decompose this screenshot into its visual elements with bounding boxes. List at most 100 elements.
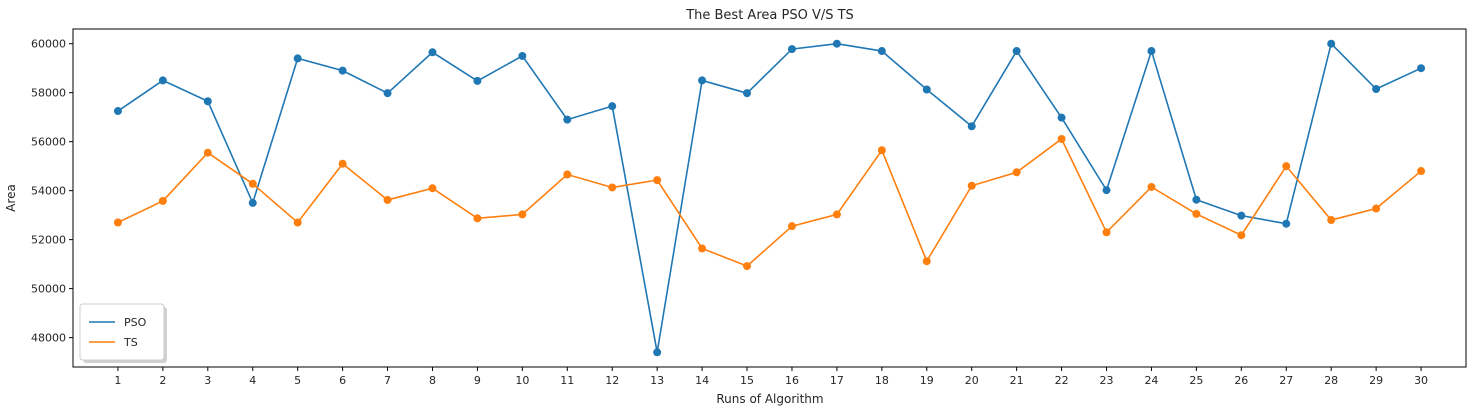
x-tick-label: 17 [830, 374, 844, 387]
data-point-pso [1417, 64, 1426, 73]
data-point-pso [922, 85, 931, 94]
x-tick-label: 21 [1010, 374, 1024, 387]
data-point-pso [967, 122, 976, 131]
x-tick-label: 25 [1189, 374, 1203, 387]
x-tick-label: 19 [920, 374, 934, 387]
legend-box [79, 303, 165, 361]
data-point-pso [383, 89, 392, 98]
data-point-pso [1192, 195, 1201, 204]
x-tick-label: 8 [429, 374, 436, 387]
y-axis: 48000 50000 52000 54000 56000 58000 60000 [31, 38, 73, 345]
data-point-pso [1057, 113, 1066, 122]
data-point-pso [787, 45, 796, 54]
x-tick-label: 15 [740, 374, 754, 387]
data-point-ts [383, 195, 392, 204]
x-tick-label: 1 [114, 374, 121, 387]
x-axis: 1 2 3 4 5 6 7 8 9 10 11 12 13 14 15 16 17 18 19 20 21 22 23 24 2… [114, 367, 1428, 387]
x-tick-label: 16 [785, 374, 799, 387]
legend-label-ts: TS [123, 336, 138, 349]
x-tick-label: 29 [1369, 374, 1383, 387]
data-point-pso [1147, 47, 1156, 56]
data-point-ts [113, 218, 122, 227]
data-point-pso [1012, 47, 1021, 56]
data-point-pso [1102, 186, 1111, 195]
y-tick-label: 50000 [31, 283, 66, 296]
legend: PSO TS [79, 303, 167, 363]
x-tick-label: 7 [384, 374, 391, 387]
data-point-pso [653, 348, 662, 357]
x-tick-label: 12 [605, 374, 619, 387]
data-point-ts [922, 257, 931, 266]
data-point-ts [877, 146, 886, 155]
x-tick-label: 3 [204, 374, 211, 387]
y-tick-label: 52000 [31, 234, 66, 247]
x-tick-label: 23 [1100, 374, 1114, 387]
data-point-ts [787, 222, 796, 231]
data-point-ts [563, 170, 572, 179]
x-tick-label: 18 [875, 374, 889, 387]
x-tick-label: 10 [515, 374, 529, 387]
data-point-pso [698, 76, 707, 85]
x-tick-label: 26 [1234, 374, 1248, 387]
data-point-ts [1057, 134, 1066, 143]
x-tick-label: 20 [965, 374, 979, 387]
x-tick-label: 24 [1144, 374, 1158, 387]
data-point-pso [473, 76, 482, 85]
data-point-ts [1102, 228, 1111, 237]
data-point-ts [248, 179, 257, 188]
x-tick-label: 14 [695, 374, 709, 387]
x-tick-label: 13 [650, 374, 664, 387]
data-point-ts [1417, 167, 1426, 176]
data-point-ts [832, 210, 841, 219]
data-point-pso [1372, 85, 1381, 94]
data-point-ts [1012, 168, 1021, 177]
data-point-pso [1327, 39, 1336, 48]
data-point-ts [1282, 162, 1291, 171]
x-tick-label: 9 [474, 374, 481, 387]
data-point-ts [1327, 216, 1336, 225]
y-tick-label: 56000 [31, 136, 66, 149]
data-point-ts [608, 183, 617, 192]
series-layer [113, 39, 1426, 357]
data-point-ts [293, 218, 302, 227]
data-point-ts [653, 176, 662, 185]
data-point-ts [698, 244, 707, 253]
data-point-pso [1282, 219, 1291, 228]
data-point-ts [1192, 209, 1201, 218]
data-point-pso [1237, 211, 1246, 220]
data-point-pso [248, 198, 257, 207]
plot-area [72, 28, 1467, 368]
x-tick-label: 11 [560, 374, 574, 387]
x-tick-label: 5 [294, 374, 301, 387]
x-axis-title: Runs of Algorithm [716, 392, 823, 406]
series-ts [113, 134, 1426, 271]
data-point-ts [338, 159, 347, 168]
data-point-ts [1372, 204, 1381, 213]
data-point-pso [832, 39, 841, 48]
x-tick-label: 2 [159, 374, 166, 387]
chart-title: The Best Area PSO V/S TS [685, 8, 854, 23]
data-point-pso [518, 51, 527, 60]
data-point-ts [1237, 231, 1246, 240]
data-point-pso [743, 89, 752, 98]
x-tick-label: 27 [1279, 374, 1293, 387]
series-pso [113, 39, 1426, 357]
data-point-pso [877, 47, 886, 56]
x-tick-label: 28 [1324, 374, 1338, 387]
y-tick-label: 58000 [31, 87, 66, 100]
x-tick-label: 6 [339, 374, 346, 387]
data-point-pso [428, 48, 437, 57]
data-point-ts [967, 181, 976, 190]
y-tick-label: 48000 [31, 332, 66, 345]
data-point-ts [473, 214, 482, 223]
data-point-pso [293, 54, 302, 63]
y-tick-label: 60000 [31, 38, 66, 51]
data-point-pso [113, 107, 122, 116]
data-point-pso [158, 76, 167, 85]
data-point-ts [158, 196, 167, 205]
legend-label-pso: PSO [124, 316, 147, 329]
y-axis-title: Area [4, 184, 18, 212]
data-point-ts [518, 210, 527, 219]
data-point-pso [338, 66, 347, 75]
